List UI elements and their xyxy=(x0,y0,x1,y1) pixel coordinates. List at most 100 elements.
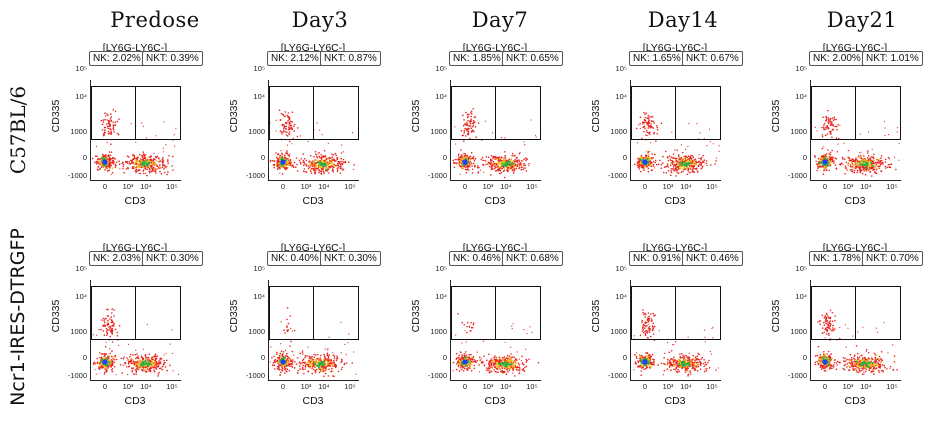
x-tick-label: 10³ xyxy=(842,382,854,391)
scatter-plot-area: NK: 0.40% NKT: 0.30% xyxy=(267,251,381,381)
nkt-gate xyxy=(675,286,721,340)
scatter-plot-area: NK: 2.00% NKT: 1.01% xyxy=(809,51,923,181)
y-tick-label: -1000 xyxy=(607,171,627,180)
nk-gate xyxy=(451,86,496,140)
flow-panel: [LY6G-LY6C-]CD3 / CD335NK: 2.12%NKT: 0.8… xyxy=(228,36,388,226)
y-tick-label: 10⁴ xyxy=(615,292,627,301)
nk-percentage: NK: 1.78% xyxy=(809,251,865,266)
y-tick-label: 10⁵ xyxy=(795,264,807,273)
x-tick-label: 10⁴ xyxy=(680,382,692,391)
x-tick-label: 10⁵ xyxy=(526,382,538,391)
flow-panel: [LY6G-LY6C-]CD3 / CD335NK: 1.78%NKT: 0.7… xyxy=(770,236,930,426)
scatter-plot-area: NK: 0.46% NKT: 0.68% xyxy=(449,251,563,381)
flow-panel: [LY6G-LY6C-]CD3 / CD335NK: 2.02%NKT: 0.3… xyxy=(50,36,210,226)
y-tick-label: 10⁵ xyxy=(435,64,447,73)
x-tick-label: 10³ xyxy=(662,382,674,391)
y-axis-title: CD335 xyxy=(50,99,62,133)
y-tick-label: 1000 xyxy=(248,327,265,336)
nkt-gate xyxy=(495,286,541,340)
x-tick-label: 10³ xyxy=(482,182,494,191)
x-tick-label: 10⁵ xyxy=(166,182,178,191)
x-tick-label: 10⁴ xyxy=(140,182,152,191)
y-tick-label: 10⁴ xyxy=(435,292,447,301)
x-tick-label: 0 xyxy=(102,182,108,191)
y-tick-label: 10⁴ xyxy=(615,92,627,101)
y-tick-label: -1000 xyxy=(67,371,87,380)
x-tick-label: 10³ xyxy=(122,182,134,191)
y-tick-label: 10⁵ xyxy=(253,64,265,73)
y-tick-label: 0 xyxy=(442,353,447,362)
x-tick-label: 0 xyxy=(280,182,286,191)
nkt-gate xyxy=(135,286,181,340)
x-tick-label: 0 xyxy=(280,382,286,391)
x-axis-title: CD3 xyxy=(302,395,324,407)
nk-gate xyxy=(811,86,856,140)
y-tick-label: 10⁴ xyxy=(253,92,265,101)
y-tick-label: 0 xyxy=(802,353,807,362)
x-tick-label: 10⁵ xyxy=(344,382,356,391)
density-dot-plot xyxy=(269,109,355,175)
x-tick-label: 10³ xyxy=(482,382,494,391)
y-tick-label: -1000 xyxy=(245,371,265,380)
y-axis-title: CD335 xyxy=(770,99,782,133)
y-tick-label: 10⁴ xyxy=(75,292,87,301)
y-tick-label: 0 xyxy=(622,153,627,162)
x-axis-title: CD3 xyxy=(664,395,686,407)
x-axis-title: CD3 xyxy=(124,195,146,207)
y-tick-label: 10⁴ xyxy=(75,92,87,101)
x-tick-label: 10⁵ xyxy=(886,382,898,391)
nk-percentage: NK: 2.00% xyxy=(809,51,865,66)
y-tick-label: 10⁵ xyxy=(615,264,627,273)
y-axis-title: CD335 xyxy=(770,299,782,333)
nk-percentage: NK: 0.46% xyxy=(449,251,505,266)
y-tick-label: 10⁴ xyxy=(435,92,447,101)
y-tick-label: 0 xyxy=(622,353,627,362)
y-tick-label: 10⁵ xyxy=(435,264,447,273)
density-dot-plot xyxy=(269,307,357,378)
y-tick-label: 10⁵ xyxy=(253,264,265,273)
row-label-ncr1-ires-dtrgfp: Ncr1-IRES-DTRGFP xyxy=(7,228,29,406)
y-tick-label: -1000 xyxy=(607,371,627,380)
y-tick-label: 0 xyxy=(82,153,87,162)
x-tick-label: 10⁵ xyxy=(886,182,898,191)
nkt-gate xyxy=(675,86,721,140)
density-dot-plot xyxy=(633,309,719,377)
flow-panel: [LY6G-LY6C-]CD3 / CD335NK: 2.03%NKT: 0.3… xyxy=(50,236,210,426)
nkt-percentage: NKT: 1.01% xyxy=(862,51,923,66)
nkt-percentage: NKT: 0.30% xyxy=(142,251,203,266)
x-tick-label: 10⁴ xyxy=(318,182,330,191)
y-tick-label: 1000 xyxy=(248,127,265,136)
x-tick-label: 10⁴ xyxy=(860,182,872,191)
x-tick-label: 10⁵ xyxy=(166,382,178,391)
nk-percentage: NK: 2.12% xyxy=(267,51,323,66)
y-tick-label: -1000 xyxy=(787,171,807,180)
y-tick-label: -1000 xyxy=(427,171,447,180)
y-tick-label: -1000 xyxy=(787,371,807,380)
y-tick-label: -1000 xyxy=(245,171,265,180)
nkt-gate xyxy=(135,86,181,140)
x-axis-title: CD3 xyxy=(484,395,506,407)
nk-gate xyxy=(451,286,496,340)
nk-percentage: NK: 2.03% xyxy=(89,251,145,266)
nkt-percentage: NKT: 0.87% xyxy=(320,51,381,66)
x-axis-title: CD3 xyxy=(664,195,686,207)
y-tick-label: 0 xyxy=(802,153,807,162)
x-tick-label: 10³ xyxy=(842,182,854,191)
column-header-day3: Day3 xyxy=(291,8,349,32)
nk-gate xyxy=(269,286,314,340)
scatter-plot-area: NK: 1.65% NKT: 0.67% xyxy=(629,51,743,181)
nkt-percentage: NKT: 0.67% xyxy=(682,51,743,66)
y-axis-title: CD335 xyxy=(590,299,602,333)
x-tick-label: 0 xyxy=(822,182,828,191)
column-header-day7: Day7 xyxy=(471,8,529,32)
density-dot-plot xyxy=(92,308,180,377)
x-tick-label: 10³ xyxy=(122,382,134,391)
y-axis-title: CD335 xyxy=(590,99,602,133)
y-tick-label: 10⁵ xyxy=(75,64,87,73)
flow-panel: [LY6G-LY6C-]CD3 / CD335NK: 2.00%NKT: 1.0… xyxy=(770,36,930,226)
column-header-day21: Day21 xyxy=(826,8,898,32)
nk-percentage: NK: 0.40% xyxy=(267,251,323,266)
nk-gate xyxy=(91,86,136,140)
y-tick-label: 1000 xyxy=(430,327,447,336)
y-tick-label: 0 xyxy=(260,153,265,162)
